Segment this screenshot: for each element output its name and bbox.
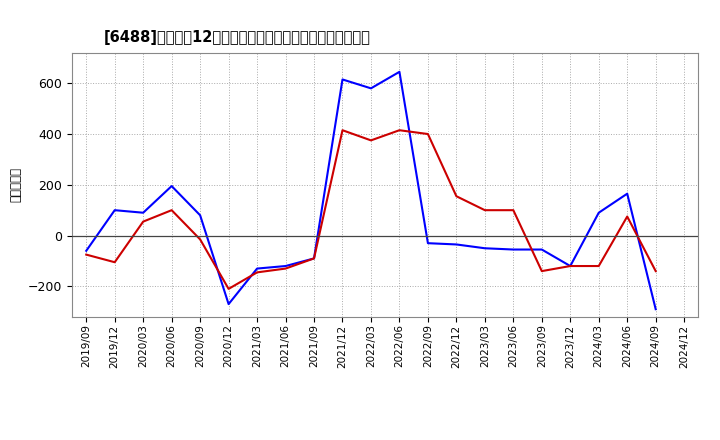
当期純利益	[282, 266, 290, 271]
Line: 当期純利益: 当期純利益	[86, 130, 656, 289]
当期純利益	[139, 219, 148, 224]
経常利益	[253, 266, 261, 271]
当期純利益	[167, 208, 176, 213]
経常利益	[480, 246, 489, 251]
当期純利益	[395, 128, 404, 133]
経常利益	[366, 86, 375, 91]
当期純利益	[225, 286, 233, 292]
当期純利益	[423, 132, 432, 137]
当期純利益	[82, 252, 91, 257]
経常利益	[196, 213, 204, 218]
当期純利益	[196, 237, 204, 242]
Text: [6488]　利益だ12か月移動合計の対前年同期増減額の推移: [6488] 利益だ12か月移動合計の対前年同期増減額の推移	[104, 29, 370, 45]
経常利益	[423, 241, 432, 246]
経常利益	[282, 264, 290, 269]
当期純利益	[480, 208, 489, 213]
経常利益	[338, 77, 347, 82]
経常利益	[595, 210, 603, 215]
経常利益	[623, 191, 631, 196]
経常利益	[395, 69, 404, 74]
当期純利益	[652, 268, 660, 274]
当期純利益	[338, 128, 347, 133]
当期純利益	[253, 270, 261, 275]
経常利益	[110, 208, 119, 213]
経常利益	[82, 248, 91, 253]
経常利益	[167, 183, 176, 189]
経常利益	[452, 242, 461, 247]
経常利益	[537, 247, 546, 252]
経常利益	[652, 307, 660, 312]
経常利益	[566, 264, 575, 269]
当期純利益	[509, 208, 518, 213]
当期純利益	[623, 214, 631, 219]
当期純利益	[452, 194, 461, 199]
経常利益	[310, 256, 318, 261]
当期純利益	[110, 260, 119, 265]
経常利益	[509, 247, 518, 252]
Line: 経常利益: 経常利益	[86, 72, 656, 309]
当期純利益	[366, 138, 375, 143]
当期純利益	[537, 268, 546, 274]
経常利益	[225, 301, 233, 307]
経常利益	[139, 210, 148, 215]
当期純利益	[566, 264, 575, 269]
当期純利益	[595, 264, 603, 269]
Legend: 経常利益, 当期純利益: 経常利益, 当期純利益	[284, 434, 487, 440]
Y-axis label: （百万円）: （百万円）	[9, 167, 22, 202]
当期純利益	[310, 256, 318, 261]
